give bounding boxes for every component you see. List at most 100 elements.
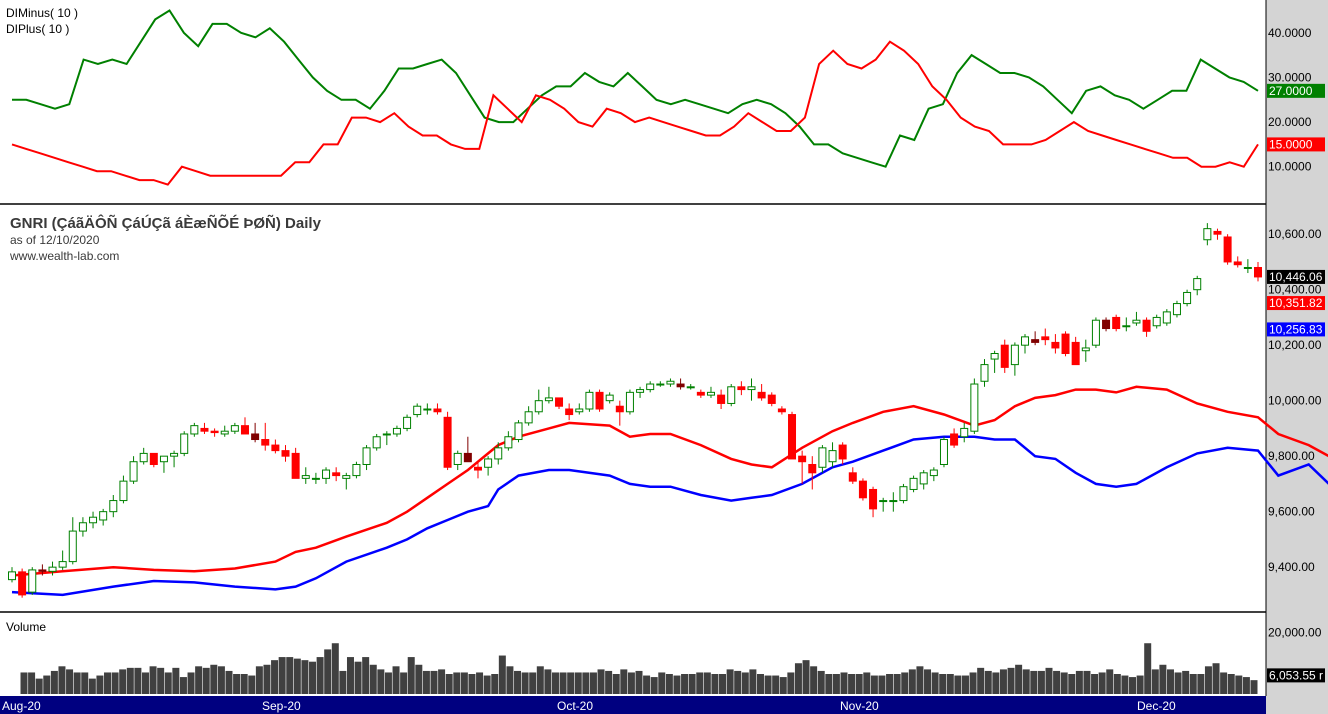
candle[interactable] <box>230 425 239 432</box>
candle[interactable] <box>1071 341 1080 366</box>
candle[interactable] <box>788 414 797 460</box>
volume-bar[interactable] <box>1060 672 1068 694</box>
volume-bar[interactable] <box>916 666 924 694</box>
candle[interactable] <box>159 455 168 463</box>
volume-bar[interactable] <box>810 666 818 694</box>
candle[interactable] <box>899 486 908 502</box>
volume-bar[interactable] <box>1037 670 1045 694</box>
candle[interactable] <box>1213 230 1222 235</box>
volume-bar[interactable] <box>271 660 279 694</box>
volume-bar[interactable] <box>764 675 772 694</box>
volume-bar[interactable] <box>620 669 628 694</box>
volume-bar[interactable] <box>164 672 172 694</box>
volume-bar[interactable] <box>240 674 248 694</box>
volume-bar[interactable] <box>210 664 218 694</box>
candle[interactable] <box>636 389 645 393</box>
volume-bar[interactable] <box>339 670 347 694</box>
volume-bar[interactable] <box>529 672 537 694</box>
candle[interactable] <box>332 472 341 477</box>
candle[interactable] <box>1091 319 1100 346</box>
volume-bar[interactable] <box>696 672 704 694</box>
candle[interactable] <box>1223 236 1232 263</box>
volume-bar[interactable] <box>992 672 1000 694</box>
candle[interactable] <box>463 452 472 463</box>
volume-bar[interactable] <box>924 669 932 694</box>
candle[interactable] <box>615 405 624 413</box>
candle[interactable] <box>950 433 959 446</box>
volume-bar[interactable] <box>438 669 446 694</box>
volume-bar[interactable] <box>756 674 764 694</box>
volume-bar[interactable] <box>969 672 977 694</box>
volume-bar[interactable] <box>430 670 438 694</box>
candle[interactable] <box>848 472 857 482</box>
volume-bar[interactable] <box>688 674 696 694</box>
candle[interactable] <box>706 391 715 396</box>
candle[interactable] <box>210 430 219 434</box>
volume-pane[interactable]: Volume <box>6 620 1258 694</box>
candle[interactable] <box>1112 316 1121 330</box>
candle[interactable] <box>909 477 918 490</box>
volume-bar[interactable] <box>309 661 317 694</box>
volume-bar[interactable] <box>202 667 210 694</box>
di-pane[interactable]: DIMinus( 10 ) DIPlus( 10 ) <box>6 6 1259 186</box>
volume-bar[interactable] <box>362 657 370 694</box>
volume-bar[interactable] <box>346 657 354 694</box>
candle[interactable] <box>534 400 543 413</box>
candle[interactable] <box>484 458 493 468</box>
candle[interactable] <box>504 436 513 449</box>
candle[interactable] <box>1102 319 1111 330</box>
volume-bar[interactable] <box>1220 672 1228 694</box>
volume-bar[interactable] <box>28 672 36 694</box>
volume-bar[interactable] <box>908 669 916 694</box>
volume-bar[interactable] <box>1113 674 1121 694</box>
volume-bar[interactable] <box>954 675 962 694</box>
candle[interactable] <box>646 383 655 391</box>
candle[interactable] <box>89 516 98 524</box>
volume-bar[interactable] <box>1091 674 1099 694</box>
volume-bar[interactable] <box>984 670 992 694</box>
candle[interactable] <box>1132 319 1141 324</box>
volume-bar[interactable] <box>35 678 43 694</box>
candle[interactable] <box>200 427 209 432</box>
volume-bar[interactable] <box>73 672 81 694</box>
candle[interactable] <box>494 447 503 460</box>
candle[interactable] <box>291 452 300 479</box>
candle[interactable] <box>666 380 675 385</box>
candle[interactable] <box>686 386 695 389</box>
volume-bar[interactable] <box>665 674 673 694</box>
candle[interactable] <box>372 436 381 449</box>
volume-bar[interactable] <box>141 672 149 694</box>
volume-bar[interactable] <box>825 674 833 694</box>
volume-bar[interactable] <box>217 666 225 694</box>
candle[interactable] <box>838 444 847 460</box>
candle[interactable] <box>78 522 87 532</box>
volume-bar[interactable] <box>977 667 985 694</box>
candle[interactable] <box>58 561 67 568</box>
volume-bar[interactable] <box>157 667 165 694</box>
volume-bar[interactable] <box>1242 677 1250 694</box>
volume-bar[interactable] <box>407 657 415 694</box>
volume-bar[interactable] <box>415 664 423 694</box>
volume-bar[interactable] <box>1007 667 1015 694</box>
volume-bar[interactable] <box>392 666 400 694</box>
volume-bar[interactable] <box>878 675 886 694</box>
volume-bar[interactable] <box>1182 670 1190 694</box>
candle[interactable] <box>717 394 726 404</box>
volume-bar[interactable] <box>597 669 605 694</box>
volume-bar[interactable] <box>605 670 613 694</box>
volume-bar[interactable] <box>286 657 294 694</box>
candle[interactable] <box>413 405 422 416</box>
volume-bar[interactable] <box>43 675 51 694</box>
candle[interactable] <box>1000 344 1009 368</box>
volume-bar[interactable] <box>331 643 339 694</box>
volume-bar[interactable] <box>179 677 187 694</box>
volume-bar[interactable] <box>445 674 453 694</box>
candle[interactable] <box>585 391 594 410</box>
candle[interactable] <box>453 452 462 465</box>
candle[interactable] <box>727 386 736 404</box>
volume-bar[interactable] <box>278 657 286 694</box>
volume-bar[interactable] <box>726 669 734 694</box>
volume-bar[interactable] <box>88 678 96 694</box>
volume-bar[interactable] <box>1227 674 1235 694</box>
candle[interactable] <box>99 511 108 521</box>
